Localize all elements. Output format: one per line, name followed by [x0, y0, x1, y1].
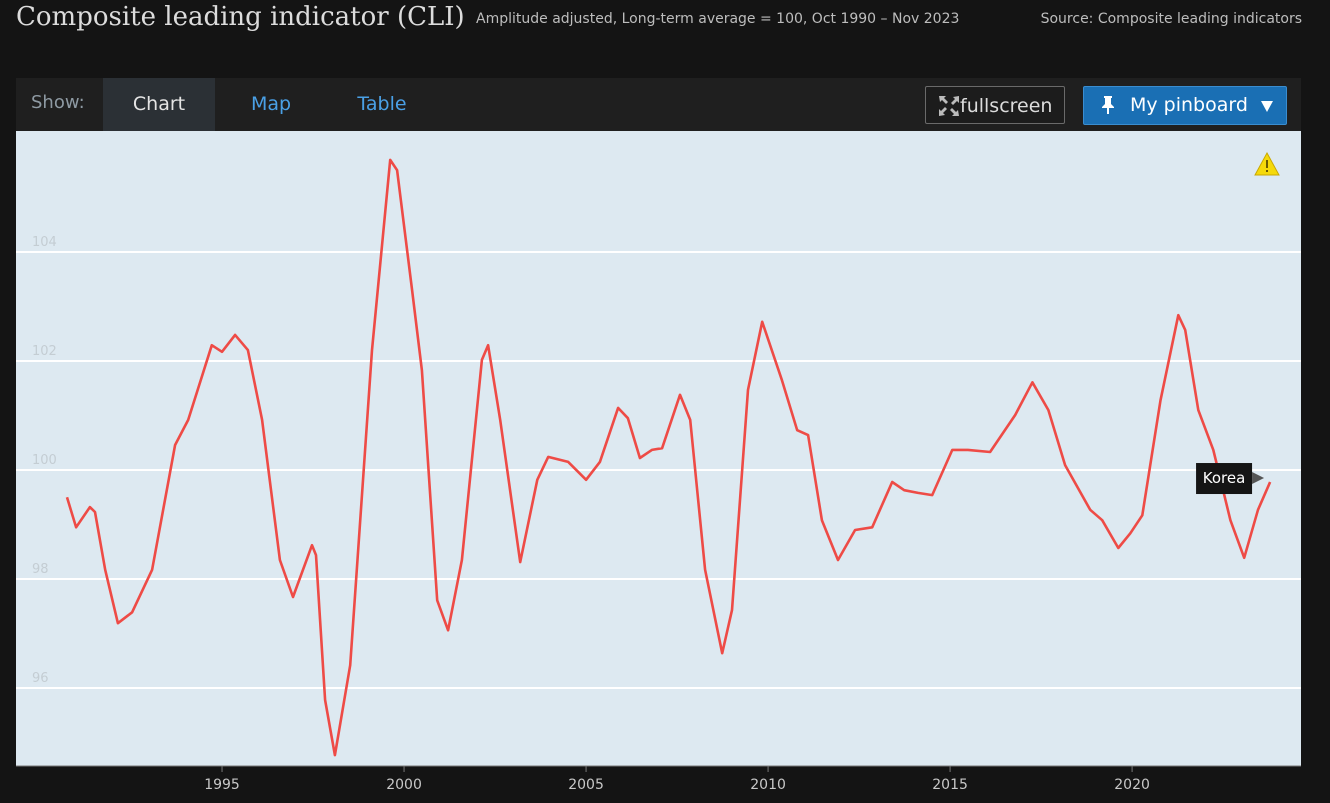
series-label-arrow: [1252, 472, 1265, 485]
toolbar: Show: Chart Map Table fullscreen My pinb…: [16, 78, 1301, 131]
series-label: Korea: [1203, 469, 1246, 487]
x-tick-label: 2000: [386, 777, 422, 793]
x-tick-label: 2020: [1114, 777, 1150, 793]
x-tick-label: 2005: [568, 777, 604, 793]
y-tick-label: 96: [32, 671, 49, 686]
y-tick-label: 100: [32, 453, 57, 468]
y-tick-label: 98: [32, 562, 49, 577]
x-tick-label: 2015: [932, 777, 968, 793]
x-tick-label: 1995: [204, 777, 240, 793]
pin-icon: [1102, 96, 1114, 114]
page-title: Composite leading indicator (CLI): [16, 2, 465, 32]
subtitle: Amplitude adjusted, Long-term average = …: [476, 11, 960, 27]
map-tab[interactable]: Map: [250, 93, 292, 115]
y-tick-label: 102: [32, 344, 57, 359]
show-label: Show:: [31, 92, 85, 113]
pinboard-label: My pinboard: [1130, 94, 1248, 116]
warning-icon: [1254, 151, 1280, 176]
fullscreen-icon: [939, 96, 959, 116]
x-tick-label: 2010: [750, 777, 786, 793]
y-tick-label: 104: [32, 235, 57, 250]
fullscreen-button[interactable]: fullscreen: [925, 86, 1065, 124]
series-label-box: [1196, 463, 1253, 495]
fullscreen-label: fullscreen: [960, 95, 1053, 117]
table-tab[interactable]: Table: [357, 93, 407, 115]
source: Source: Composite leading indicators: [1040, 11, 1302, 27]
chart-tab[interactable]: Chart: [103, 78, 215, 131]
dropdown-arrow: [1261, 101, 1273, 112]
series-line: [65, 158, 1272, 757]
pinboard-button[interactable]: My pinboard: [1083, 86, 1287, 125]
